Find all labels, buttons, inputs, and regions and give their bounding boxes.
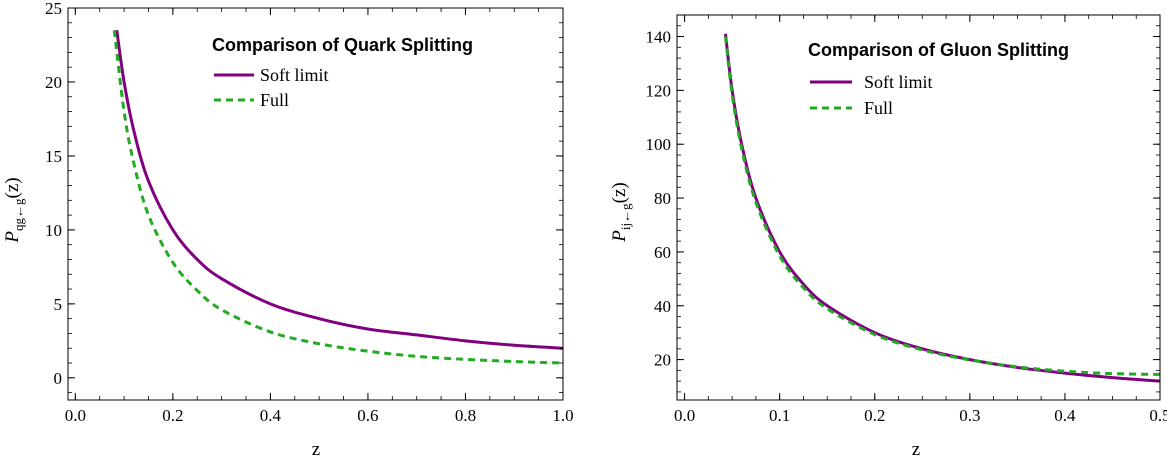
x-tick-label: 0.2 — [162, 406, 183, 425]
y-tick-label: 0 — [54, 369, 63, 388]
y-axis-label: Pqg←g(z) — [2, 177, 26, 243]
y-tick-label: 5 — [54, 295, 63, 314]
x-tick-label: 0.0 — [65, 406, 86, 425]
legend-title: Comparison of Gluon Splitting — [808, 40, 1069, 60]
y-axis-label: Pij←g(z) — [609, 182, 633, 242]
y-tick-label: 20 — [654, 351, 671, 370]
legend-label-soft-limit: Soft limit — [260, 65, 329, 85]
x-tick-label: 0.8 — [455, 406, 476, 425]
legend-title: Comparison of Quark Splitting — [212, 35, 473, 55]
legend: Comparison of Gluon Splitting Soft limit… — [808, 40, 1069, 118]
legend-label-full: Full — [260, 90, 289, 110]
series-soft-limit — [115, 29, 564, 350]
x-tick-label: 1.0 — [552, 406, 573, 425]
x-tick-label: 0.1 — [769, 406, 790, 425]
y-tick-label: 20 — [45, 73, 62, 92]
legend-label-full: Full — [864, 98, 893, 118]
x-tick-label: 0.5 — [1149, 406, 1167, 425]
y-tick-label: 60 — [654, 243, 671, 262]
series-full — [723, 36, 1161, 376]
y-tick-label: 15 — [45, 147, 62, 166]
plot-frame — [67, 7, 564, 401]
y-tick-label: 10 — [45, 221, 62, 240]
x-tick-label: 0.4 — [260, 406, 282, 425]
legend-label-soft-limit: Soft limit — [864, 72, 933, 92]
x-tick-label: 0.6 — [357, 406, 378, 425]
y-tick-label: 40 — [654, 297, 671, 316]
gluon-splitting-chart: 0.0 0.1 0.2 0.3 0.4 0.5 20 40 60 80 100 120 140 z Pi… — [609, 14, 1167, 460]
y-tick-label: 100 — [646, 135, 672, 154]
series-full — [112, 30, 564, 365]
x-tick-label: 0.0 — [674, 406, 695, 425]
x-tick-label: 0.3 — [959, 406, 980, 425]
y-tick-label: 80 — [654, 189, 671, 208]
plot-frame — [676, 14, 1161, 401]
y-tick-label: 120 — [646, 81, 672, 100]
y-tick-label: 25 — [45, 0, 62, 18]
series-soft-limit — [724, 33, 1161, 383]
x-axis-label: z — [912, 439, 920, 460]
legend: Comparison of Quark Splitting Soft limit… — [212, 35, 473, 110]
x-tick-label: 0.4 — [1054, 406, 1076, 425]
y-tick-label: 140 — [646, 28, 672, 47]
x-axis-label: z — [312, 439, 320, 460]
x-tick-label: 0.2 — [864, 406, 885, 425]
